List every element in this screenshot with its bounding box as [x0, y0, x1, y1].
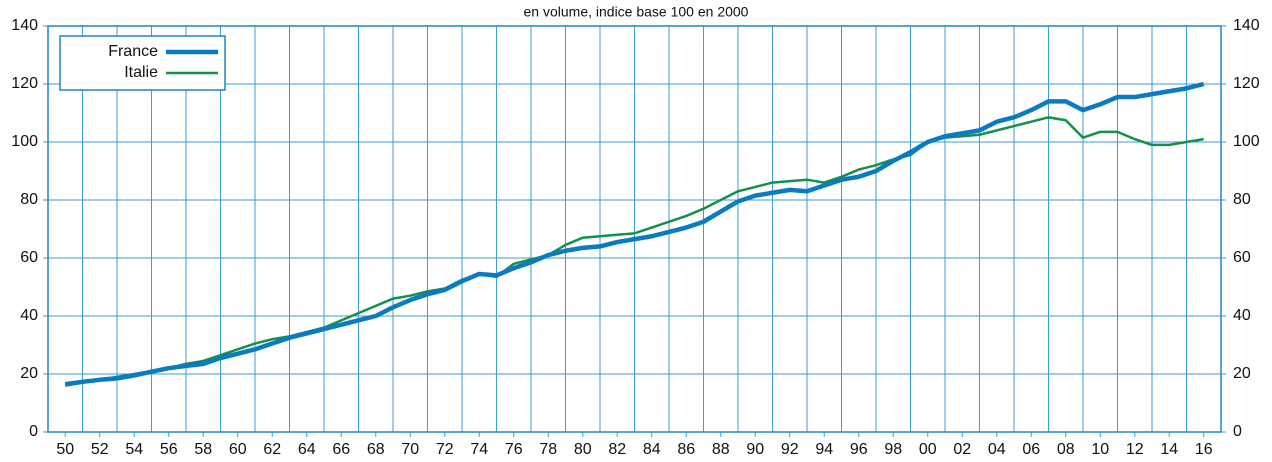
- x-tick-label: 86: [677, 441, 695, 458]
- x-tick-label: 96: [850, 441, 868, 458]
- x-tick-label: 08: [1057, 441, 1075, 458]
- y-tick-label: 120: [11, 75, 38, 92]
- x-tick-label: 74: [470, 441, 488, 458]
- x-tick-label: 66: [332, 441, 350, 458]
- x-tick-label: 68: [367, 441, 385, 458]
- x-tick-label: 88: [712, 441, 730, 458]
- x-tick-label: 78: [539, 441, 557, 458]
- x-tick-label: 02: [953, 441, 971, 458]
- plot-frame: [47, 25, 1222, 433]
- x-tick-label: 50: [56, 441, 74, 458]
- x-tick-label: 54: [125, 441, 143, 458]
- x-tick-label: 60: [229, 441, 247, 458]
- y-tick-label: 40: [20, 307, 38, 324]
- x-tick-label: 58: [194, 441, 212, 458]
- x-tick-label: 12: [1126, 441, 1144, 458]
- legend-box: [59, 35, 226, 91]
- y-tick-label: 0: [29, 423, 38, 440]
- x-tick-label: 90: [746, 441, 764, 458]
- legend-label: France: [108, 43, 158, 60]
- series-line: [64, 81, 1205, 387]
- x-tick-label: 72: [436, 441, 454, 458]
- x-tick-label: 82: [608, 441, 626, 458]
- x-tick-label: 92: [781, 441, 799, 458]
- y-tick-label: 100: [11, 133, 38, 150]
- x-tick-label: 16: [1195, 441, 1213, 458]
- x-tick-label: 98: [884, 441, 902, 458]
- y2-tick-label: 80: [1233, 191, 1251, 208]
- x-tick-label: 00: [919, 441, 937, 458]
- legend-label: Italie: [124, 64, 158, 81]
- y2-tick-label: 40: [1233, 307, 1251, 324]
- x-tick-label: 04: [988, 441, 1006, 458]
- y-tick-label: 140: [11, 17, 38, 34]
- chart-subtitle: en volume, indice base 100 en 2000: [524, 4, 749, 20]
- x-tick-label: 64: [298, 441, 316, 458]
- x-tick-label: 70: [401, 441, 419, 458]
- y2-tick-label: 140: [1233, 17, 1260, 34]
- y-tick-label: 60: [20, 249, 38, 266]
- y-tick-label: 80: [20, 191, 38, 208]
- y2-tick-label: 100: [1233, 133, 1260, 150]
- y2-tick-label: 0: [1233, 423, 1242, 440]
- y-tick-label: 20: [20, 365, 38, 382]
- y2-tick-label: 120: [1233, 75, 1260, 92]
- x-tick-label: 62: [263, 441, 281, 458]
- series-line: [65, 116, 1204, 387]
- x-tick-label: 56: [160, 441, 178, 458]
- x-tick-label: 10: [1091, 441, 1109, 458]
- x-tick-label: 52: [91, 441, 109, 458]
- x-tick-label: 76: [505, 441, 523, 458]
- x-tick-label: 94: [815, 441, 833, 458]
- x-tick-label: 14: [1160, 441, 1178, 458]
- y2-tick-label: 20: [1233, 365, 1251, 382]
- x-tick-label: 06: [1022, 441, 1040, 458]
- x-tick-label: 80: [574, 441, 592, 458]
- y2-tick-label: 60: [1233, 249, 1251, 266]
- x-tick-label: 84: [643, 441, 661, 458]
